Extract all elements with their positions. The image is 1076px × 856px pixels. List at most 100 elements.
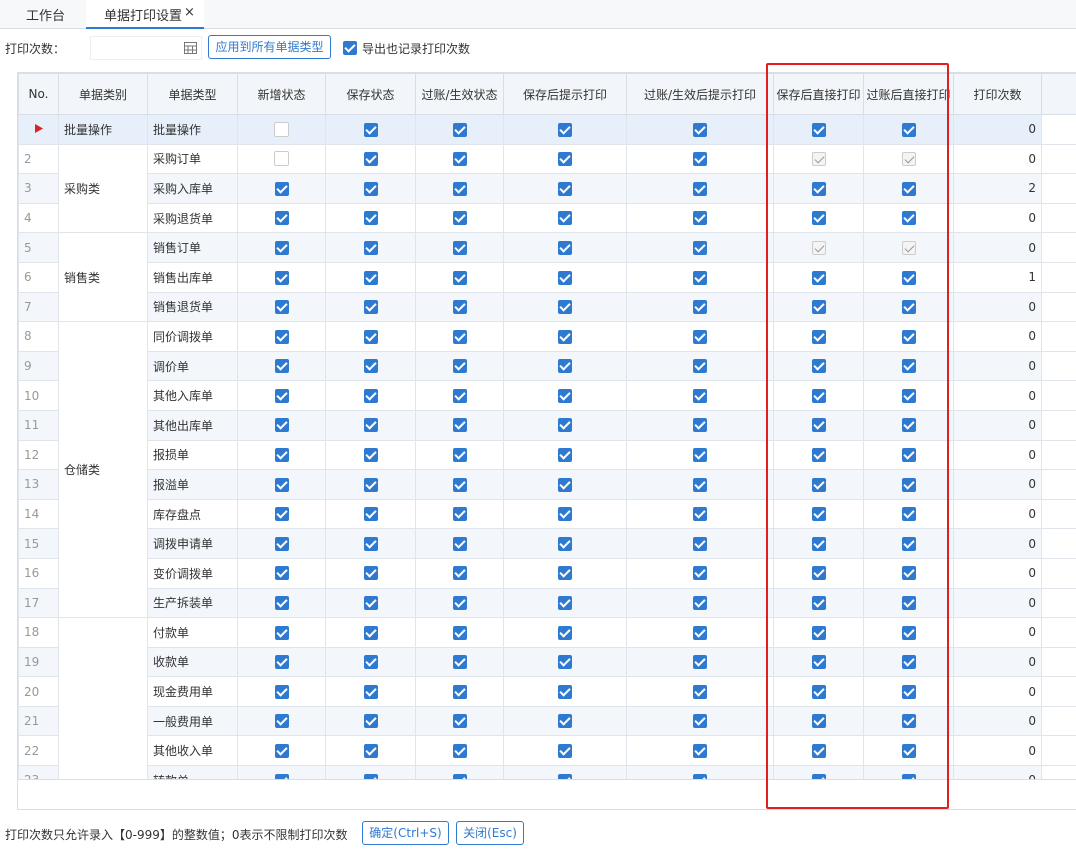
checkbox[interactable] [274,300,289,315]
checkbox[interactable] [811,388,826,403]
checkbox[interactable] [274,181,289,196]
checkbox[interactable] [363,181,378,196]
checkbox[interactable] [363,418,378,433]
checkbox[interactable] [693,300,707,315]
checkbox[interactable] [811,122,826,137]
checkbox[interactable] [693,388,707,403]
checkbox[interactable] [693,181,707,196]
checkbox[interactable] [558,418,572,433]
checkbox[interactable] [363,596,378,611]
checkbox[interactable] [558,300,572,315]
checkbox[interactable] [558,152,572,167]
checkbox[interactable] [693,714,707,729]
checkbox[interactable] [811,152,826,167]
checkbox[interactable] [452,448,467,463]
checkbox[interactable] [452,507,467,522]
checkbox[interactable] [811,181,826,196]
checkbox[interactable] [901,536,916,551]
checkbox[interactable] [274,359,289,374]
checkbox[interactable] [274,773,289,779]
checkbox[interactable] [558,359,572,374]
checkbox[interactable] [811,566,826,581]
checkbox[interactable] [363,477,378,492]
checkbox[interactable] [901,388,916,403]
checkbox[interactable] [363,536,378,551]
checkbox[interactable] [558,714,572,729]
checkbox[interactable] [901,418,916,433]
checkbox[interactable] [811,625,826,640]
checkbox[interactable] [274,121,289,137]
checkbox[interactable] [901,773,916,779]
checkbox[interactable] [452,744,467,759]
checkbox[interactable] [363,744,378,759]
checkbox[interactable] [693,211,707,226]
checkbox[interactable] [274,418,289,433]
checkbox[interactable] [811,359,826,374]
checkbox[interactable] [811,596,826,611]
checkbox[interactable] [274,596,289,611]
checkbox[interactable] [811,684,826,699]
checkbox[interactable] [558,388,572,403]
checkbox[interactable] [693,773,707,779]
checkbox[interactable] [452,655,467,670]
checkbox[interactable] [901,329,916,344]
checkbox[interactable] [693,566,707,581]
checkbox[interactable] [901,448,916,463]
close-button[interactable]: 关闭(Esc) [456,821,524,845]
checkbox[interactable] [274,211,289,226]
tab[interactable]: 工作台 [26,9,66,24]
checkbox[interactable] [274,566,289,581]
checkbox[interactable] [901,596,916,611]
checkbox[interactable] [693,122,707,137]
checkbox[interactable] [274,329,289,344]
checkbox[interactable] [558,240,572,255]
checkbox[interactable] [811,536,826,551]
checkbox[interactable] [558,566,572,581]
checkbox[interactable] [558,507,572,522]
checkbox[interactable] [363,566,378,581]
checkbox[interactable] [901,240,916,255]
checkbox[interactable] [363,625,378,640]
checkbox[interactable] [558,211,572,226]
tab[interactable]: 单据打印设置 [104,9,183,24]
checkbox[interactable] [363,388,378,403]
checkbox[interactable] [811,418,826,433]
checkbox[interactable] [811,655,826,670]
checkbox[interactable] [558,329,572,344]
checkbox[interactable] [274,240,289,255]
checkbox[interactable] [558,655,572,670]
checkbox[interactable] [811,211,826,226]
checkbox[interactable] [363,152,378,167]
checkbox[interactable] [901,359,916,374]
checkbox[interactable] [811,329,826,344]
checkbox[interactable] [274,744,289,759]
count-input[interactable] [90,36,202,60]
checkbox[interactable] [558,270,572,285]
checkbox[interactable] [558,773,572,779]
checkbox[interactable] [811,477,826,492]
checkbox[interactable] [452,181,467,196]
checkbox[interactable] [811,773,826,779]
checkbox[interactable] [274,625,289,640]
checkbox[interactable] [363,655,378,670]
checkbox[interactable] [452,211,467,226]
ok-button[interactable]: 确定(Ctrl+S) [362,821,449,845]
checkbox[interactable] [558,536,572,551]
checkbox[interactable] [901,655,916,670]
checkbox[interactable] [363,773,378,779]
checkbox[interactable] [452,714,467,729]
checkbox[interactable] [901,270,916,285]
checkbox[interactable] [693,240,707,255]
checkbox[interactable] [452,773,467,779]
checkbox[interactable] [452,684,467,699]
checkbox[interactable] [901,684,916,699]
checkbox[interactable] [811,300,826,315]
checkbox[interactable] [274,477,289,492]
checkbox[interactable] [811,448,826,463]
checkbox[interactable] [452,596,467,611]
checkbox[interactable] [452,359,467,374]
checkbox[interactable] [363,448,378,463]
export-checkbox[interactable] [343,40,357,55]
checkbox[interactable] [452,122,467,137]
checkbox[interactable] [693,152,707,167]
